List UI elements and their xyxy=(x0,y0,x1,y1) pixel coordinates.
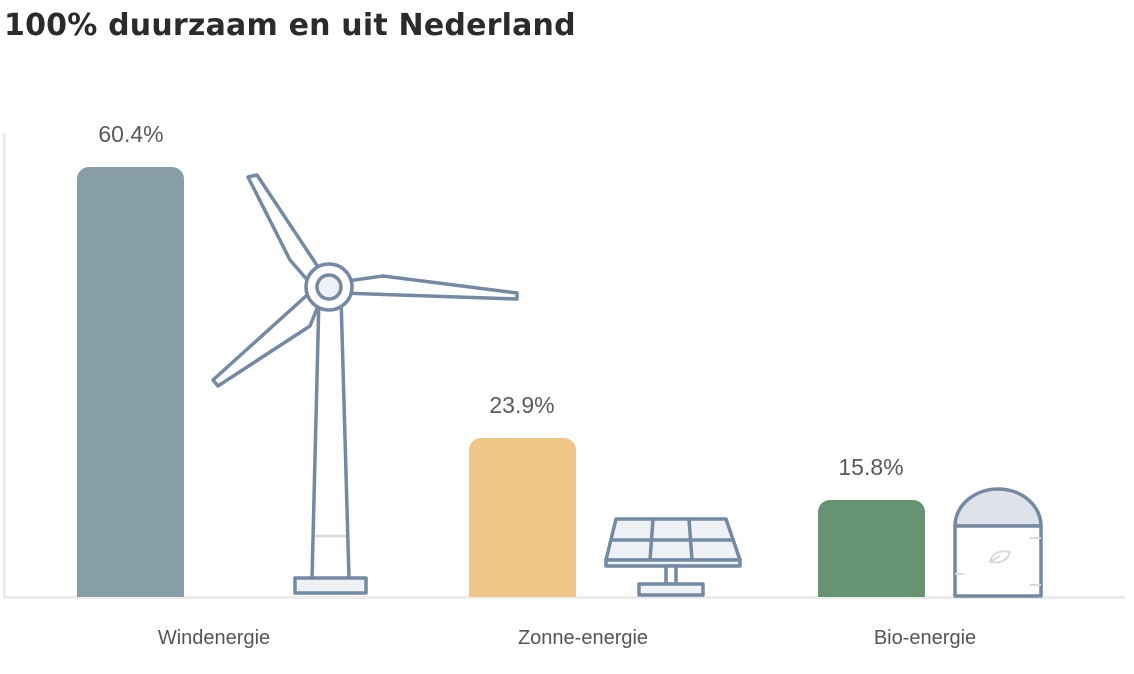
category-label-wind: Windenergie xyxy=(157,627,271,649)
bar-zonne-energie xyxy=(469,438,576,597)
x-axis-baseline xyxy=(3,596,1125,599)
category-label-bio: Bio-energie xyxy=(873,627,977,649)
chart-title: 100% duurzaam en uit Nederland xyxy=(4,8,576,43)
bar-bio-energie xyxy=(818,500,925,597)
value-label-bio: 15.8% xyxy=(838,454,904,480)
category-label-solar: Zonne-energie xyxy=(517,627,649,649)
bar-windenergie xyxy=(77,167,184,597)
value-label-wind: 60.4% xyxy=(98,121,164,147)
y-axis-line xyxy=(3,133,6,598)
value-label-solar: 23.9% xyxy=(489,392,555,418)
